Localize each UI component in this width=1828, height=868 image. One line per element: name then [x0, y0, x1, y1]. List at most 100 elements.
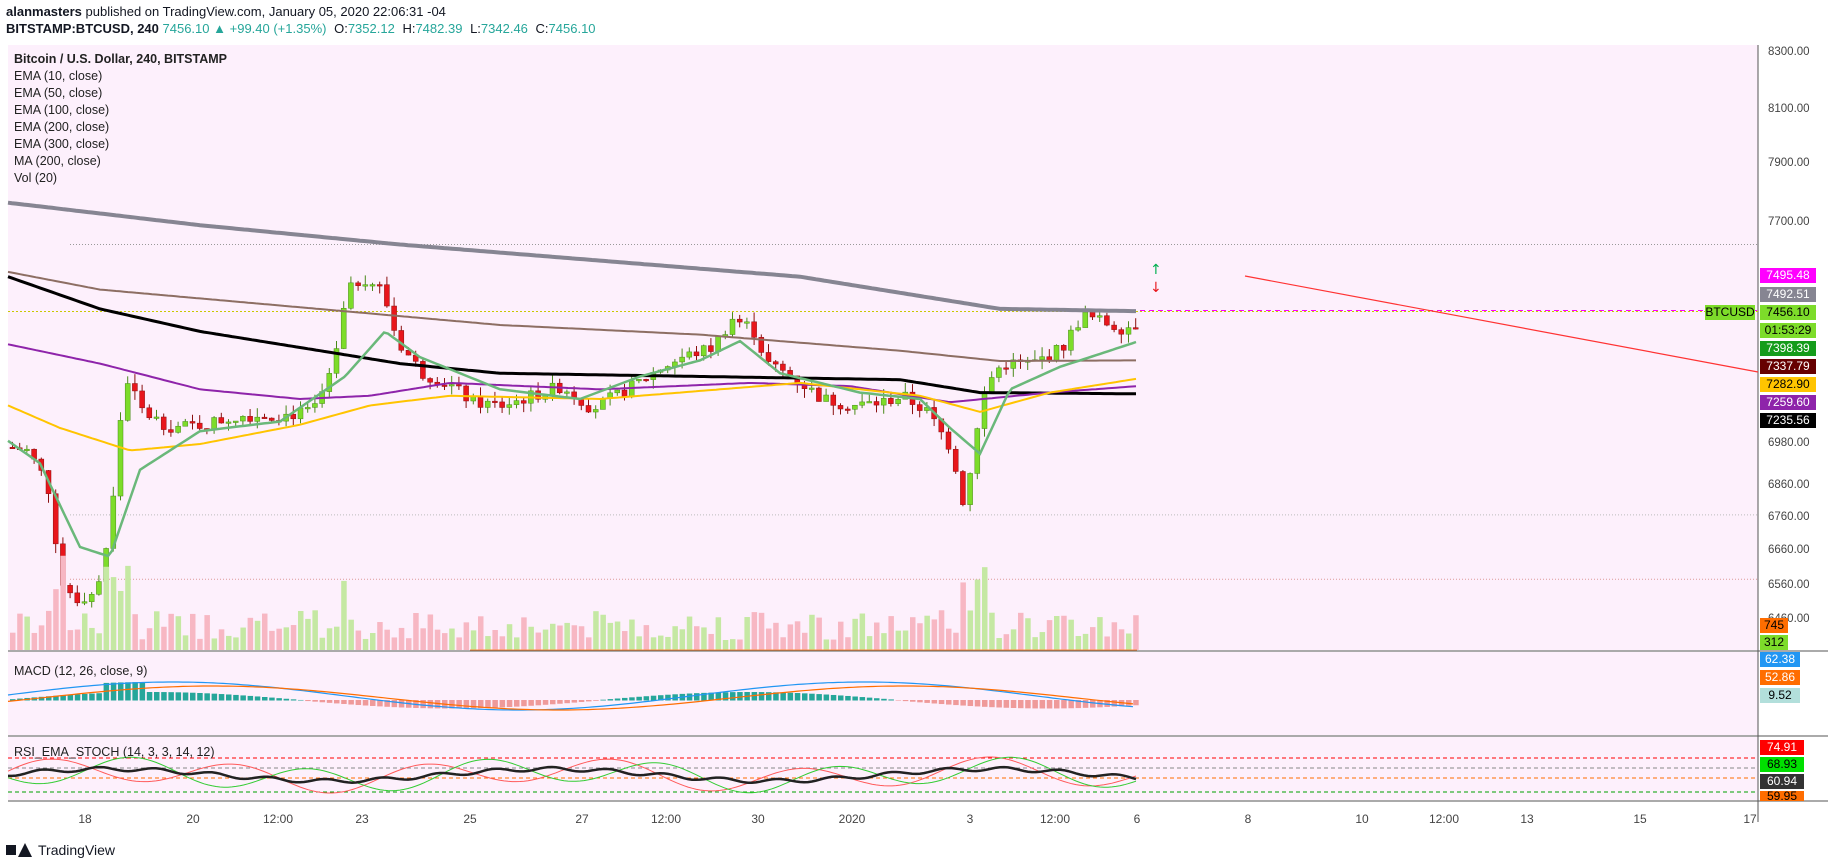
volume-bar: [341, 580, 347, 650]
volume-bar: [1025, 618, 1031, 650]
volume-bar: [442, 633, 448, 650]
volume-bar: [996, 638, 1002, 650]
price-tag-label: 7492.51: [1760, 287, 1816, 302]
macd-histogram-bar: [989, 700, 995, 708]
macd-histogram-bar: [240, 695, 246, 701]
macd-histogram-bar: [1090, 700, 1096, 708]
candle: [1053, 344, 1060, 363]
volume-bar: [751, 612, 758, 650]
candle: [643, 378, 649, 383]
macd-histogram-bar: [254, 696, 261, 701]
candle: [139, 384, 145, 414]
macd-histogram-bar: [1039, 700, 1046, 709]
time-tick-label: 25: [463, 812, 477, 826]
volume-bar: [967, 610, 974, 650]
price-tick-label: 7700.00: [1768, 216, 1810, 228]
macd-histogram-bar: [830, 694, 837, 701]
macd-histogram-bar: [197, 692, 203, 701]
volume-bar: [1075, 635, 1082, 650]
time-tick-label: 10: [1355, 812, 1369, 826]
candle: [585, 399, 592, 413]
tradingview-logo-icon: [6, 843, 32, 857]
time-tick-label: 2020: [839, 812, 866, 826]
volume-bar: [305, 618, 311, 650]
macd-pane: [8, 652, 1758, 735]
volume-bar: [982, 567, 988, 650]
time-tick-label: 12:00: [651, 812, 681, 826]
macd-histogram-bar: [499, 700, 506, 708]
macd-histogram-bar: [787, 692, 794, 701]
volume-bar: [636, 636, 642, 650]
price-tick-label: 6560.00: [1768, 579, 1810, 591]
macd-histogram-bar: [74, 694, 81, 701]
volume-bar: [31, 632, 38, 650]
macd-histogram-bar: [758, 692, 765, 701]
macd-histogram-bar: [766, 692, 772, 701]
rsi-axis-label: 74.91: [1760, 740, 1804, 755]
candle: [866, 394, 873, 404]
macd-histogram-bar: [730, 692, 736, 701]
macd-histogram-bar: [593, 700, 599, 701]
volume-bar: [1061, 615, 1067, 650]
volume-bar: [787, 624, 794, 650]
macd-histogram-bar: [773, 692, 779, 701]
volume-bar: [118, 590, 124, 650]
macd-histogram-bar: [535, 700, 542, 706]
volume-bar: [247, 617, 254, 650]
volume-bar: [802, 632, 808, 650]
volume-bar: [989, 612, 995, 650]
volume-bar: [600, 614, 606, 650]
time-tick-label: 18: [78, 812, 92, 826]
macd-histogram-bar: [982, 700, 988, 707]
candle: [290, 405, 297, 426]
candle: [823, 388, 829, 402]
candle: [1068, 325, 1074, 356]
macd-histogram-bar: [1054, 700, 1060, 709]
price-tag-label: 7398.39: [1760, 341, 1816, 356]
symbol-tag: BTCUSD: [1705, 305, 1755, 320]
ema10-line: [7, 331, 1137, 558]
volume-bar: [1104, 636, 1110, 650]
volume-bar: [1003, 634, 1010, 650]
macd-histogram-bar: [1133, 700, 1139, 706]
time-tick-label: 13: [1520, 812, 1534, 826]
macd-histogram-bar: [53, 695, 59, 701]
volume-bar: [197, 638, 203, 650]
volume-bar: [89, 627, 95, 650]
candle: [240, 415, 246, 426]
macd-histogram-bar: [1025, 700, 1031, 709]
candle: [362, 275, 369, 291]
legend-line-6: MA (200, close): [14, 154, 101, 168]
candle: [1125, 321, 1132, 343]
macd-histogram-bar: [802, 693, 808, 701]
price-tag-label: 7282.90: [1760, 377, 1816, 392]
candle: [333, 341, 340, 379]
volume-bar: [809, 614, 815, 650]
macd-histogram-bar: [247, 695, 254, 701]
macd-histogram-bar: [276, 698, 282, 701]
candle: [355, 280, 361, 291]
volume-bar: [427, 614, 434, 650]
candle: [124, 376, 131, 422]
macd-histogram-bar: [391, 700, 398, 708]
volume-bar: [974, 579, 981, 650]
macd-histogram-bar: [996, 700, 1002, 708]
candle: [67, 583, 73, 599]
volume-bar: [60, 555, 66, 650]
candle: [967, 472, 973, 512]
price-tick-label: 6760.00: [1768, 511, 1810, 523]
volume-bar: [773, 622, 779, 650]
macd-histogram-bar: [852, 696, 858, 701]
macd-histogram-bar: [578, 700, 585, 703]
macd-histogram-bar: [809, 693, 815, 701]
macd-histogram-bar: [845, 695, 851, 701]
candle: [492, 391, 498, 408]
macd-axis-label: 62.38: [1760, 652, 1800, 667]
volume-bar: [679, 629, 686, 650]
volume-bar: [859, 613, 866, 650]
volume-bar: [67, 630, 74, 650]
volume-bar: [1090, 627, 1096, 650]
candle: [592, 405, 599, 419]
candle: [1003, 361, 1009, 375]
